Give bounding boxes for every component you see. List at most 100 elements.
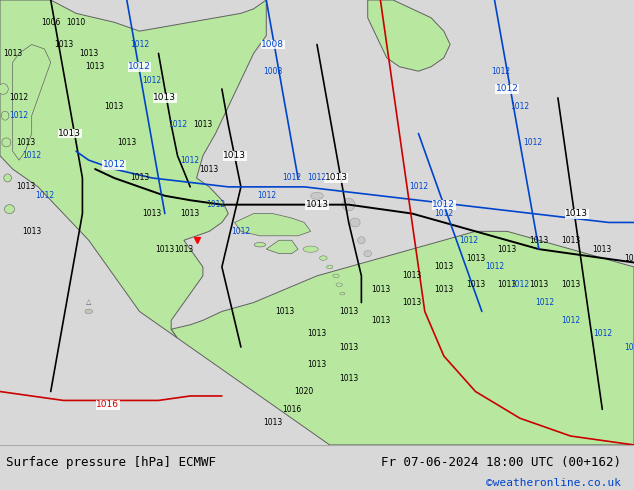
Text: ©weatheronline.co.uk: ©weatheronline.co.uk: [486, 478, 621, 488]
Ellipse shape: [320, 256, 327, 260]
Text: 1008: 1008: [263, 67, 282, 75]
Text: 1013: 1013: [306, 200, 328, 209]
Text: 1013: 1013: [181, 209, 200, 218]
Text: 1012: 1012: [168, 120, 187, 129]
Text: 1012: 1012: [593, 329, 612, 338]
Text: 1013: 1013: [79, 49, 98, 58]
Text: 1013: 1013: [200, 165, 219, 173]
Text: 1013: 1013: [153, 94, 176, 102]
Text: 1012: 1012: [496, 84, 519, 94]
Ellipse shape: [2, 138, 11, 147]
Text: 1012: 1012: [491, 67, 510, 75]
Text: 1013: 1013: [371, 285, 390, 294]
Text: 1013: 1013: [403, 271, 422, 280]
Text: 1006: 1006: [41, 18, 60, 27]
Ellipse shape: [0, 84, 8, 94]
Ellipse shape: [364, 250, 372, 257]
Ellipse shape: [311, 192, 323, 199]
Text: 1013: 1013: [117, 138, 136, 147]
Text: 1013: 1013: [307, 329, 327, 338]
Text: 1012: 1012: [409, 182, 428, 192]
Text: 1013: 1013: [466, 253, 485, 263]
Text: 1013: 1013: [105, 102, 124, 111]
Text: 1012: 1012: [432, 200, 455, 209]
Ellipse shape: [350, 218, 360, 227]
Text: 1012: 1012: [485, 263, 504, 271]
Text: 1012: 1012: [460, 236, 479, 245]
Text: 1012: 1012: [10, 94, 29, 102]
Text: 1013: 1013: [529, 280, 548, 289]
Text: 1008: 1008: [261, 40, 284, 49]
Text: 1013: 1013: [466, 280, 485, 289]
Text: 1012: 1012: [231, 227, 250, 236]
Text: 1013: 1013: [130, 173, 149, 182]
Text: 1013: 1013: [143, 209, 162, 218]
Text: 1013: 1013: [54, 40, 73, 49]
Text: 1012: 1012: [22, 151, 41, 160]
Text: Surface pressure [hPa] ECMWF: Surface pressure [hPa] ECMWF: [6, 457, 216, 469]
Ellipse shape: [333, 274, 339, 278]
Text: 1013: 1013: [593, 245, 612, 254]
Text: 1013: 1013: [16, 138, 35, 147]
Text: 1013: 1013: [529, 236, 548, 245]
Text: 1013: 1013: [339, 343, 358, 351]
Text: 1012: 1012: [536, 298, 555, 307]
Text: 1013: 1013: [561, 236, 580, 245]
Text: 1013: 1013: [276, 307, 295, 316]
Polygon shape: [266, 240, 298, 254]
Text: 1013: 1013: [434, 263, 453, 271]
Text: 1012: 1012: [143, 75, 162, 85]
Text: 1012: 1012: [523, 138, 542, 147]
Text: 1013: 1013: [193, 120, 212, 129]
Text: 1013: 1013: [223, 151, 246, 160]
Text: 1012: 1012: [510, 102, 529, 111]
Text: 1012: 1012: [128, 62, 151, 71]
Polygon shape: [13, 45, 51, 160]
Text: Fr 07-06-2024 18:00 UTC (00+162): Fr 07-06-2024 18:00 UTC (00+162): [381, 457, 621, 469]
Polygon shape: [368, 0, 450, 71]
Text: 1013: 1013: [3, 49, 22, 58]
Ellipse shape: [336, 283, 342, 287]
Text: 1013: 1013: [434, 285, 453, 294]
Text: 1012: 1012: [434, 209, 453, 218]
Text: 1012: 1012: [103, 160, 126, 169]
Text: 1013: 1013: [339, 307, 358, 316]
Ellipse shape: [1, 111, 9, 120]
Text: 1010: 1010: [67, 18, 86, 27]
Text: 1013: 1013: [561, 280, 580, 289]
Polygon shape: [235, 214, 311, 236]
Text: 1020: 1020: [295, 387, 314, 396]
Text: 1012: 1012: [35, 191, 54, 200]
Text: 1012: 1012: [206, 200, 225, 209]
Text: 1012: 1012: [510, 280, 529, 289]
Text: 1012: 1012: [181, 156, 200, 165]
Text: 1016: 1016: [96, 400, 119, 409]
Ellipse shape: [303, 246, 318, 252]
Text: 1012: 1012: [130, 40, 149, 49]
Ellipse shape: [358, 237, 365, 244]
Text: 1012: 1012: [257, 191, 276, 200]
Text: 1013: 1013: [339, 374, 358, 383]
Ellipse shape: [342, 198, 355, 211]
Ellipse shape: [85, 309, 93, 314]
Text: 1013: 1013: [403, 298, 422, 307]
Ellipse shape: [340, 293, 345, 295]
Ellipse shape: [4, 205, 15, 214]
Ellipse shape: [327, 265, 333, 269]
Text: 1012: 1012: [561, 316, 580, 325]
Polygon shape: [0, 0, 266, 338]
Text: 1013: 1013: [498, 245, 517, 254]
Text: 1012: 1012: [307, 173, 327, 182]
Text: 1013: 1013: [174, 245, 193, 254]
Text: 1013: 1013: [325, 173, 347, 182]
Text: 1013: 1013: [16, 182, 35, 192]
Text: △: △: [86, 299, 91, 306]
Text: 1013: 1013: [58, 129, 81, 138]
Text: 1012: 1012: [624, 343, 634, 351]
Text: 1013: 1013: [371, 316, 390, 325]
Text: 1016: 1016: [282, 405, 301, 414]
Text: 1013: 1013: [566, 209, 588, 218]
Ellipse shape: [4, 174, 11, 182]
Polygon shape: [171, 231, 634, 445]
Text: 1012: 1012: [282, 173, 301, 182]
